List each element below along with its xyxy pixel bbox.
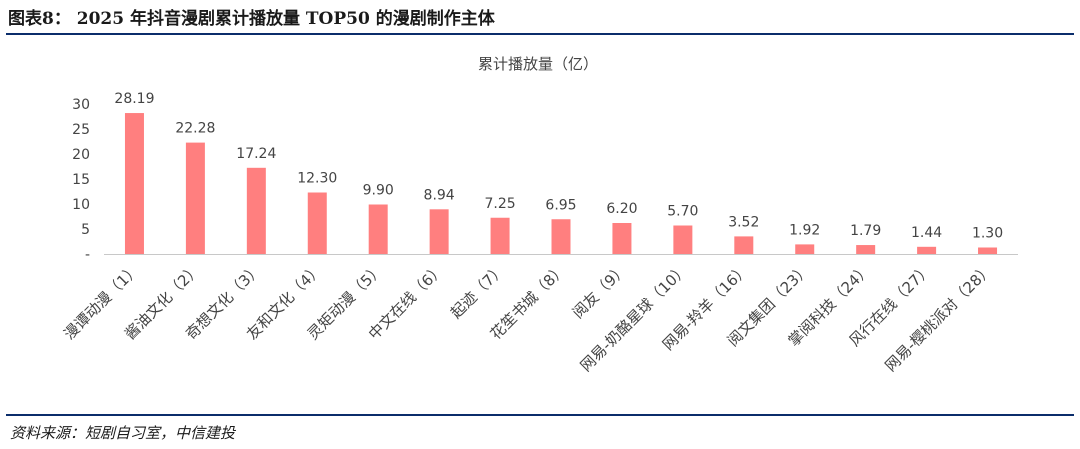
x-category-label: 阅友（9） (569, 260, 631, 322)
value-labels-group: 28.19 22.28 17.24 12.30 9.90 8.94 7.25 6.95 6.20… (114, 91, 1003, 241)
bar-value-label: 17.24 (236, 146, 276, 162)
bar-value-label: 1.44 (911, 225, 942, 241)
bars-group (104, 113, 1018, 255)
source-note: 资料来源：短剧自习室，中信建投 (10, 424, 236, 442)
bar-value-label: 5.70 (667, 204, 698, 220)
bar (734, 236, 754, 254)
y-tick-label: 10 (72, 197, 90, 213)
y-tick-label: 5 (81, 222, 90, 238)
bar (368, 204, 388, 254)
bar (185, 142, 205, 254)
y-tick-label: 30 (72, 97, 90, 113)
bar (551, 219, 571, 254)
bar (856, 245, 876, 254)
bar (917, 246, 937, 254)
bar-value-label: 3.52 (728, 214, 759, 230)
bar (124, 113, 144, 254)
top-rule (6, 33, 1074, 35)
bar (307, 192, 327, 254)
chart-title: 累计播放量（亿） (478, 55, 598, 73)
x-category-label: 网易-奶酪星球（10） (577, 260, 692, 375)
y-tick-label: 20 (72, 147, 90, 163)
bar-value-label: 12.30 (297, 171, 337, 187)
bar (490, 217, 510, 254)
bar (673, 225, 693, 254)
bar-value-label: 1.92 (789, 222, 820, 238)
bar (429, 209, 449, 254)
bar-value-label: 1.79 (850, 223, 881, 239)
category-labels-group: 漫谭动漫（1）酱油文化（2）奇想文化（3）友和文化（4）灵矩动漫（5）中文在线（… (60, 260, 996, 375)
figure-title: 图表8： 2025 年抖音漫剧累计播放量 TOP50 的漫剧制作主体 (8, 9, 495, 29)
bottom-rule (6, 414, 1074, 416)
bar-value-label: 9.90 (363, 183, 394, 199)
bar (612, 223, 632, 254)
bar-value-label: 22.28 (175, 121, 215, 137)
bar-value-label: 7.25 (484, 196, 515, 212)
bar-value-label: 6.95 (545, 197, 576, 213)
bar (978, 247, 998, 254)
y-tick-label: 15 (72, 172, 90, 188)
bar-value-label: 6.20 (606, 201, 637, 217)
x-category-label: 网易-樱桃派对（28） (881, 260, 996, 375)
bar-value-label: 8.94 (424, 187, 455, 203)
bar (795, 244, 815, 254)
y-tick-label: - (85, 247, 90, 263)
bar-value-label: 28.19 (114, 91, 154, 107)
bar-value-label: 1.30 (972, 226, 1003, 242)
bar (246, 167, 266, 254)
y-axis: - 5 10 15 20 25 30 (72, 97, 90, 263)
y-tick-label: 25 (72, 122, 90, 138)
x-category-label: 起迹（7） (447, 260, 509, 322)
